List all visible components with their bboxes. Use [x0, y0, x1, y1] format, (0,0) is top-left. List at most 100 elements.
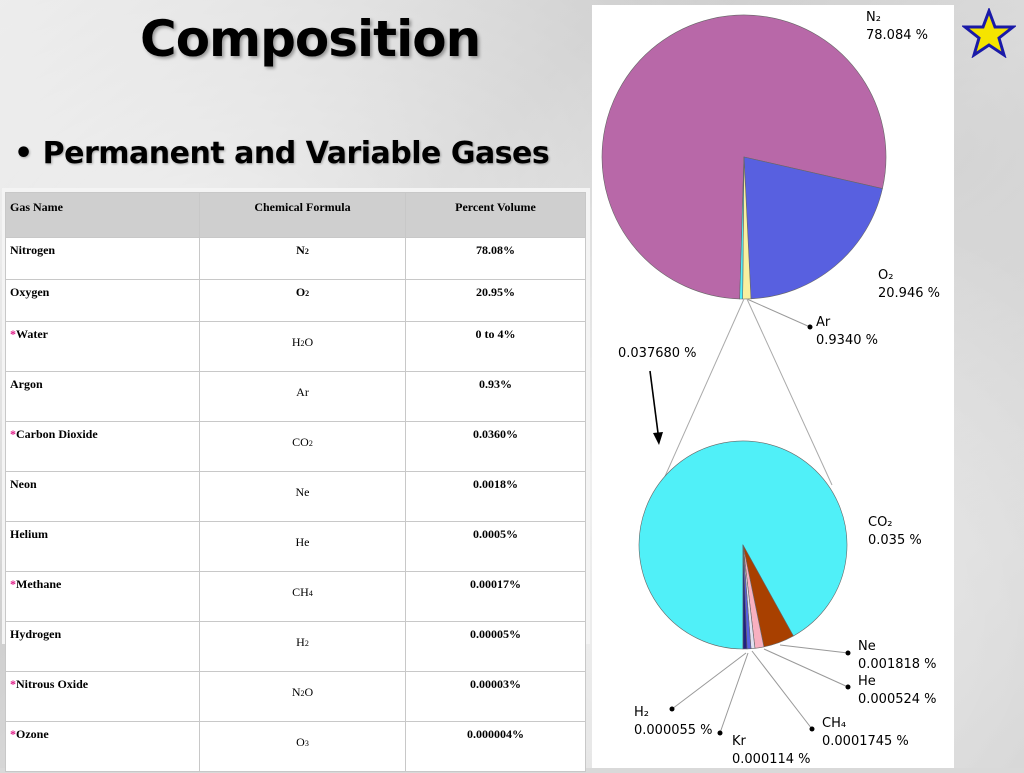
n2-value: 78.084 % [866, 28, 928, 43]
formula-base: CH [292, 585, 309, 599]
header-chemical-formula: Chemical Formula [199, 192, 406, 238]
variable-gas-marker: * [10, 677, 16, 691]
leader-dot-Ne [845, 650, 851, 656]
table-row: Argon Ar 0.93% [5, 371, 586, 422]
leader-dot-H₂ [669, 706, 675, 712]
gas-name: Neon [10, 477, 37, 491]
variable-gas-marker: * [10, 727, 16, 741]
small-H₂-label: H₂ [634, 705, 649, 720]
percent-cell: 78.08% [405, 237, 586, 280]
gas-name-cell: *Methane [5, 571, 200, 622]
small-Kr-value: 0.000114 % [732, 752, 811, 767]
leader-dot-He [845, 684, 851, 690]
gas-name-cell: *Water [5, 321, 200, 372]
arrow-line [649, 370, 659, 434]
formula-subscript: 3 [304, 739, 309, 748]
percent-cell: 0.00005% [405, 621, 586, 672]
o2-value: 20.946 % [878, 286, 940, 301]
gas-name-cell: *Carbon Dioxide [5, 421, 200, 472]
percent-cell: 0.0005% [405, 521, 586, 572]
ar-value: 0.9340 % [816, 333, 878, 348]
table-row: *Nitrous Oxide N2O 0.00003% [5, 671, 586, 722]
gas-name-cell: *Nitrous Oxide [5, 671, 200, 722]
formula-base: O [296, 735, 305, 749]
formula-base: H [291, 335, 301, 349]
small-CO₂-label: CO₂ [868, 515, 893, 530]
leader-dot-CH₄ [809, 726, 815, 732]
formula-cell: O3 [199, 721, 406, 772]
small-Ne-label: Ne [858, 639, 876, 654]
bullet-dot: • [14, 136, 43, 171]
formula-cell: CO2 [199, 421, 406, 472]
formula-base: O [295, 285, 306, 299]
formula-cell: He [199, 521, 406, 572]
table-row: *Methane CH4 0.00017% [5, 571, 586, 622]
gas-composition-table: Gas Name Chemical Formula Percent Volume… [5, 192, 586, 772]
percent-cell: 0.00003% [405, 671, 586, 722]
leader-line-Ne [779, 644, 849, 654]
chart-panel: N₂ 78.084 % O₂ 20.946 % Ar 0.9340 % 0.037680 %… [592, 5, 954, 768]
formula-cell: CH4 [199, 571, 406, 622]
percent-cell: 20.95% [405, 279, 586, 322]
zoom-connector-right [746, 298, 833, 486]
percent-cell: 0.0018% [405, 471, 586, 522]
formula-subscript: 2 [304, 247, 309, 256]
gas-name: Oxygen [10, 285, 50, 299]
small-pie-slice-H₂ [742, 544, 748, 650]
formula-cell: N2O [199, 671, 406, 722]
small-CO₂-value: 0.035 % [868, 533, 922, 548]
table-row: Helium He 0.0005% [5, 521, 586, 572]
formula-subscript: 2 [300, 689, 305, 698]
bullet-text: Permanent and Variable Gases [42, 136, 550, 171]
gas-name: Nitrogen [10, 243, 56, 257]
arrow-head-icon [653, 432, 663, 445]
formula-base: Ne [295, 485, 310, 499]
formula-base: N [296, 243, 305, 257]
formula-subscript: 2 [304, 639, 309, 648]
gas-name-cell: Helium [5, 521, 200, 572]
gas-name-cell: Nitrogen [5, 237, 200, 280]
percent-cell: 0.000004% [405, 721, 586, 772]
percent-cell: 0.00017% [405, 571, 586, 622]
ar-label: Ar [816, 315, 831, 330]
gas-name: Ozone [16, 727, 49, 741]
gas-name: Methane [16, 577, 62, 591]
small-CH₄-label: CH₄ [822, 716, 846, 731]
formula-cell: Ne [199, 471, 406, 522]
gas-name: Nitrous Oxide [16, 677, 89, 691]
formula-subscript: 2 [305, 289, 310, 298]
formula-base: N [291, 685, 301, 699]
zoom-connector-left [649, 298, 745, 511]
composition-pie-charts: N₂ 78.084 % O₂ 20.946 % Ar 0.9340 % 0.037680 %… [601, 10, 940, 767]
table-row: Neon Ne 0.0018% [5, 471, 586, 522]
small-He-label: He [858, 674, 876, 689]
table-row: *Ozone O3 0.000004% [5, 721, 586, 772]
formula-tail: O [304, 335, 314, 349]
formula-base: He [295, 535, 310, 549]
gas-name: Carbon Dioxide [16, 427, 98, 441]
percent-cell: 0.93% [405, 371, 586, 422]
big-pie-slice-O₂ [743, 156, 883, 300]
table-row: *Carbon Dioxide CO2 0.0360% [5, 421, 586, 472]
small-H₂-value: 0.000055 % [634, 723, 713, 738]
table-header-row: Gas Name Chemical Formula Percent Volume [5, 192, 586, 238]
leader-dot-Kr [717, 730, 723, 736]
header-percent-volume: Percent Volume [405, 192, 586, 238]
table-row: Nitrogen N2 78.08% [5, 237, 586, 280]
gas-table-panel: Gas Name Chemical Formula Percent Volume… [2, 188, 590, 772]
trace-gases-total-label: 0.037680 % [618, 346, 697, 361]
formula-subscript: 4 [308, 589, 313, 598]
ar-leader-dot [807, 324, 813, 330]
leader-line-Kr [719, 652, 749, 734]
gas-name-cell: Argon [5, 371, 200, 422]
star-icon [962, 8, 1016, 58]
formula-tail: O [304, 685, 314, 699]
formula-cell: H2 [199, 621, 406, 672]
formula-subscript: 2 [300, 339, 305, 348]
variable-gas-marker: * [10, 577, 16, 591]
leader-line-H₂ [671, 652, 747, 710]
leader-line-He [763, 648, 849, 688]
gas-name: Hydrogen [10, 627, 62, 641]
variable-gas-marker: * [10, 327, 16, 341]
gas-name-cell: *Ozone [5, 721, 200, 772]
